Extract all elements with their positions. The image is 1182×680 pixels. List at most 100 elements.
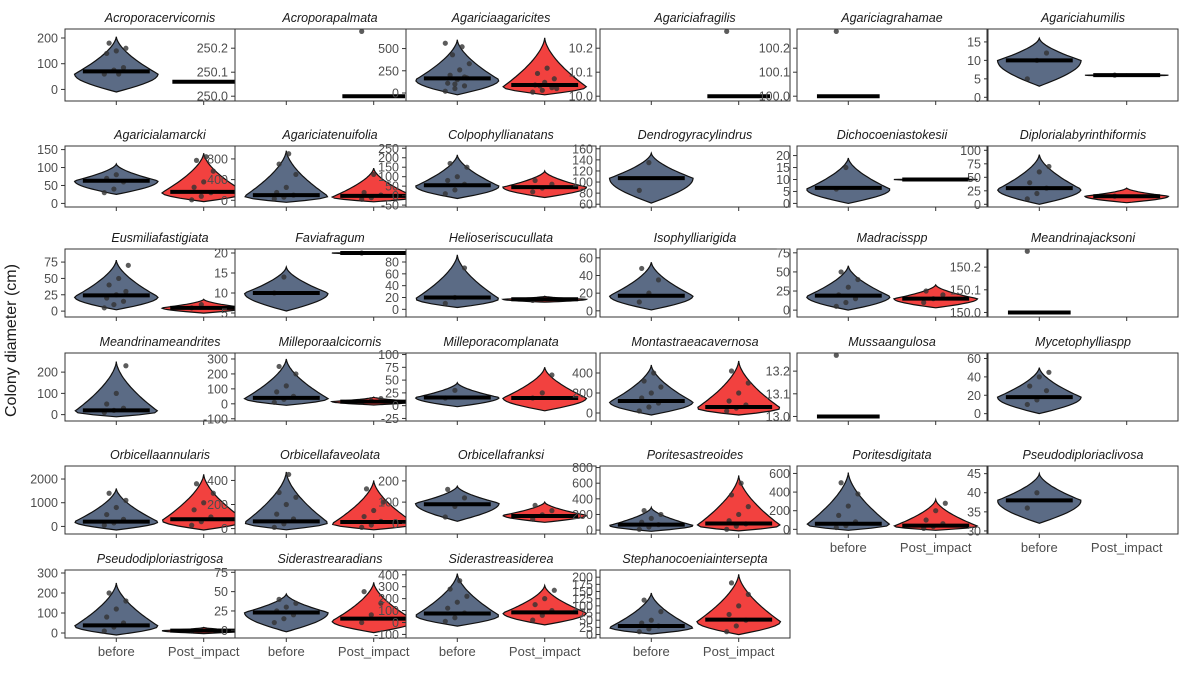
y-tick-label: 80 <box>579 187 593 201</box>
y-tick-label: 150 <box>37 143 58 157</box>
y-tick-label: 75 <box>967 157 981 171</box>
data-point <box>293 171 299 178</box>
data-point <box>189 522 195 528</box>
data-point <box>368 612 374 618</box>
data-point <box>728 492 735 498</box>
y-tick-label: 100 <box>37 57 58 71</box>
x-tick-label: Post_impact <box>1091 540 1163 555</box>
data-point <box>833 303 839 309</box>
violin-group-post_impact <box>893 177 978 182</box>
y-tick-label: 75 <box>776 246 790 260</box>
data-point <box>380 499 386 505</box>
facet-title: Milleporaalcicornis <box>279 335 382 349</box>
facet-title: Agariciatenuifolia <box>281 128 377 142</box>
data-point <box>648 390 654 396</box>
y-tick-label: 0 <box>221 397 228 411</box>
y-tick-label: 250.2 <box>197 42 228 56</box>
violin-group-post_impact <box>892 283 979 309</box>
y-tick-label: 50 <box>385 180 399 194</box>
violin-group-post_impact <box>707 29 771 99</box>
y-tick-label: 0 <box>783 197 790 211</box>
violin-post_impact <box>502 169 588 199</box>
data-point <box>283 383 289 389</box>
data-point <box>641 597 647 603</box>
data-point <box>293 600 299 606</box>
data-point <box>833 353 839 358</box>
data-point <box>104 401 110 407</box>
data-point <box>532 601 538 608</box>
data-point <box>736 390 742 396</box>
y-tick-label: 25 <box>967 184 981 198</box>
data-point <box>210 490 216 496</box>
y-tick-label: 0 <box>586 304 593 318</box>
facet-title: Diplorialabyrinthiformis <box>1020 128 1146 142</box>
data-point <box>123 288 129 295</box>
panel-border <box>987 352 1179 422</box>
y-tick-label: 10 <box>214 287 228 301</box>
data-point <box>1024 76 1030 82</box>
data-point <box>838 269 844 275</box>
data-point <box>293 494 299 500</box>
y-tick-label: 75 <box>385 361 399 375</box>
y-tick-label: 75 <box>44 256 58 270</box>
data-point <box>544 65 550 71</box>
facet-isophylliarigida: Isophylliarigida 0 20 40 60 <box>579 231 791 321</box>
y-tick-label: 150 <box>572 585 593 599</box>
y-tick-label: 10.2 <box>569 42 593 56</box>
violin-group-before <box>415 154 500 200</box>
facet-agariciafragilis: Agariciafragilis 10.0 10.1 10.2 <box>569 11 791 105</box>
data-point <box>461 495 468 501</box>
data-point <box>123 45 129 51</box>
data-point <box>724 526 730 532</box>
data-point <box>101 628 107 634</box>
data-point <box>738 480 744 486</box>
y-tick-label: 500 <box>378 42 399 56</box>
data-point <box>940 292 946 298</box>
y-tick-label: -25 <box>381 412 399 426</box>
y-tick-label: 13.1 <box>766 387 790 401</box>
facet-title: Agariciagrahamae <box>840 11 942 25</box>
violin-before <box>415 39 500 96</box>
violin-before <box>74 361 159 418</box>
y-tick-label: 0 <box>51 197 58 211</box>
violin-group-before <box>73 162 159 196</box>
x-tick-label: before <box>1021 540 1058 555</box>
data-point <box>542 596 548 602</box>
y-tick-label: 100 <box>378 496 399 510</box>
y-tick-label: 20 <box>776 149 790 163</box>
violin-group-before <box>996 154 1082 205</box>
y-tick-label: 140 <box>572 153 593 167</box>
panel-border <box>234 28 426 102</box>
x-tick-label: Post_impact <box>168 644 240 659</box>
facet-title: Orbicellaannularis <box>110 448 210 462</box>
y-tick-label: 100 <box>572 176 593 190</box>
violin-before <box>806 157 891 205</box>
y-tick-label: 100 <box>37 161 58 175</box>
violin-group-post_impact <box>1084 72 1169 78</box>
violin-group-before <box>74 361 159 418</box>
violin-before <box>243 264 329 312</box>
violin-before <box>996 154 1082 205</box>
y-tick-label: -50 <box>381 199 399 213</box>
y-tick-label: 200 <box>378 474 399 488</box>
facet-pseudodiploriastrigosa: Pseudodiploriastrigosa 0 100 200 300 before Po… <box>37 552 256 659</box>
violin-group-post_impact <box>502 583 588 626</box>
data-point <box>724 29 730 34</box>
facet-title: Agariciahumilis <box>1040 11 1125 25</box>
panel-border <box>405 352 597 422</box>
y-tick-label: 25 <box>214 604 228 618</box>
facet-title: Meandrinameandrites <box>100 335 221 349</box>
y-tick-label: 100 <box>960 144 981 158</box>
data-point <box>449 52 456 58</box>
data-point <box>201 500 207 506</box>
y-tick-label: 100.0 <box>759 90 790 104</box>
violin-before <box>244 150 329 203</box>
x-tick-label: before <box>439 644 476 659</box>
y-tick-label: 120 <box>572 164 593 178</box>
data-point <box>466 61 472 67</box>
y-tick-label: 100 <box>378 170 399 184</box>
y-tick-label: 60 <box>385 267 399 281</box>
y-tick-label: 0 <box>974 198 981 212</box>
violin-before <box>996 367 1082 415</box>
